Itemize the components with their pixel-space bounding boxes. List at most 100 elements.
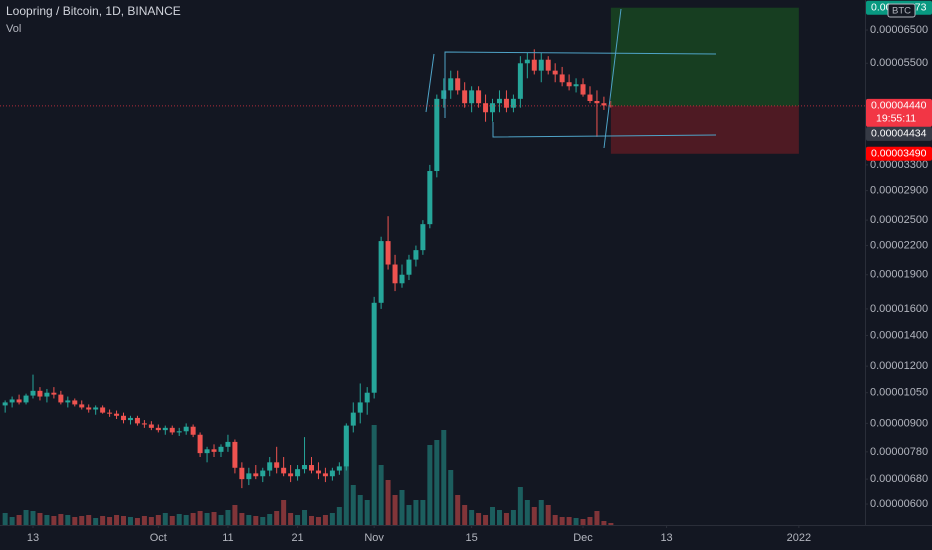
volume-bar (490, 507, 496, 525)
volume-bar (148, 517, 154, 525)
volume-bar (51, 516, 57, 525)
candle-body (545, 59, 551, 71)
y-tick-label: 0.00001200 (870, 360, 928, 372)
range-bottom (492, 122, 717, 138)
volume-bar (392, 495, 398, 525)
volume-bar (503, 513, 509, 525)
volume-bar (371, 425, 377, 525)
candle-body (448, 78, 454, 91)
price-tag (866, 146, 932, 161)
candle-body (385, 241, 391, 265)
candle-body (239, 467, 245, 480)
volume-bar (267, 514, 273, 525)
candle-body (503, 98, 509, 108)
candle-body (16, 399, 22, 403)
candle-body (114, 413, 120, 416)
candle-body (183, 426, 189, 432)
y-tick-label: 0.00001900 (870, 269, 928, 281)
candle-body (420, 224, 426, 251)
volume-bar (183, 515, 189, 525)
volume-bar (107, 517, 113, 525)
y-tick-label: 0.00003300 (870, 159, 928, 171)
volume-bar (2, 513, 8, 525)
volume-bar (197, 511, 203, 525)
candle-body (232, 441, 238, 468)
y-tick-label: 0.00005500 (870, 57, 928, 69)
candle-body (573, 84, 579, 87)
volume-bar (496, 510, 502, 525)
candle-body (72, 400, 78, 405)
candle-body (350, 412, 356, 426)
volume-bar (274, 511, 280, 525)
volume-bar (531, 507, 537, 525)
candle-body (524, 59, 530, 64)
candle-body (469, 90, 475, 104)
volume-bar (524, 500, 530, 525)
x-tick-label: Oct (150, 532, 167, 544)
volume-bar (58, 514, 64, 525)
candle-body (9, 399, 15, 403)
candle-body (580, 84, 586, 95)
volume-bar (121, 516, 127, 525)
candle-body (406, 259, 412, 275)
y-tick-label: 0.00001600 (870, 303, 928, 315)
volume-bar (315, 517, 321, 525)
candle-body (281, 467, 287, 474)
volume-bar (37, 513, 43, 525)
candle-body (274, 462, 280, 468)
volume-bar (385, 480, 391, 525)
candle-body (399, 274, 405, 284)
x-tick-label: 11 (222, 532, 233, 544)
volume-bar (211, 512, 217, 525)
candle-body (552, 70, 558, 75)
candle-body (23, 395, 29, 403)
volume-bar (218, 515, 224, 525)
y-tick-label: 0.00002500 (870, 214, 928, 226)
candle-body (378, 241, 384, 303)
candle-body (476, 90, 482, 104)
volume-bar (155, 515, 161, 525)
x-tick-label: 13 (27, 532, 39, 544)
currency-label: BTC (892, 6, 911, 17)
range-top (444, 51, 717, 118)
x-tick-label: Nov (364, 532, 384, 544)
volume-bar (510, 510, 516, 525)
volume-bar (246, 515, 252, 525)
volume-bar (559, 517, 565, 525)
candle-body (176, 431, 182, 433)
candle-body (197, 434, 203, 454)
volume-bar (23, 510, 29, 525)
candle-body (127, 417, 133, 421)
volume-bar (295, 515, 301, 525)
volume-bar (9, 517, 15, 525)
candle-body (441, 90, 447, 99)
candle-body (134, 417, 140, 424)
candle-body (322, 473, 328, 477)
candle-body (190, 426, 196, 435)
price-tag-label: 0.00004434 (871, 128, 927, 140)
plot (2, 7, 799, 525)
candle-body (218, 446, 224, 452)
countdown: 19:55:11 (876, 113, 916, 125)
x-tick-label: 15 (466, 532, 478, 544)
candle-body (204, 449, 210, 454)
candle-body (434, 98, 440, 172)
volume-bar (336, 507, 342, 525)
volume-bar (260, 517, 266, 525)
volume-bar (413, 500, 419, 525)
x-tick-label: 13 (660, 532, 672, 544)
volume-bar (86, 515, 92, 525)
volume-bar (281, 500, 287, 525)
price-tag (866, 98, 932, 127)
candle-body (65, 400, 71, 403)
x-tick-label: 21 (291, 532, 303, 544)
y-tick-label: 0.00000680 (870, 473, 928, 485)
candle-body (559, 74, 565, 83)
volume-bar (162, 513, 168, 525)
volume-bar (483, 515, 489, 525)
volume-bar (190, 513, 196, 525)
candle-body (510, 98, 516, 108)
volume-bar (566, 517, 572, 525)
